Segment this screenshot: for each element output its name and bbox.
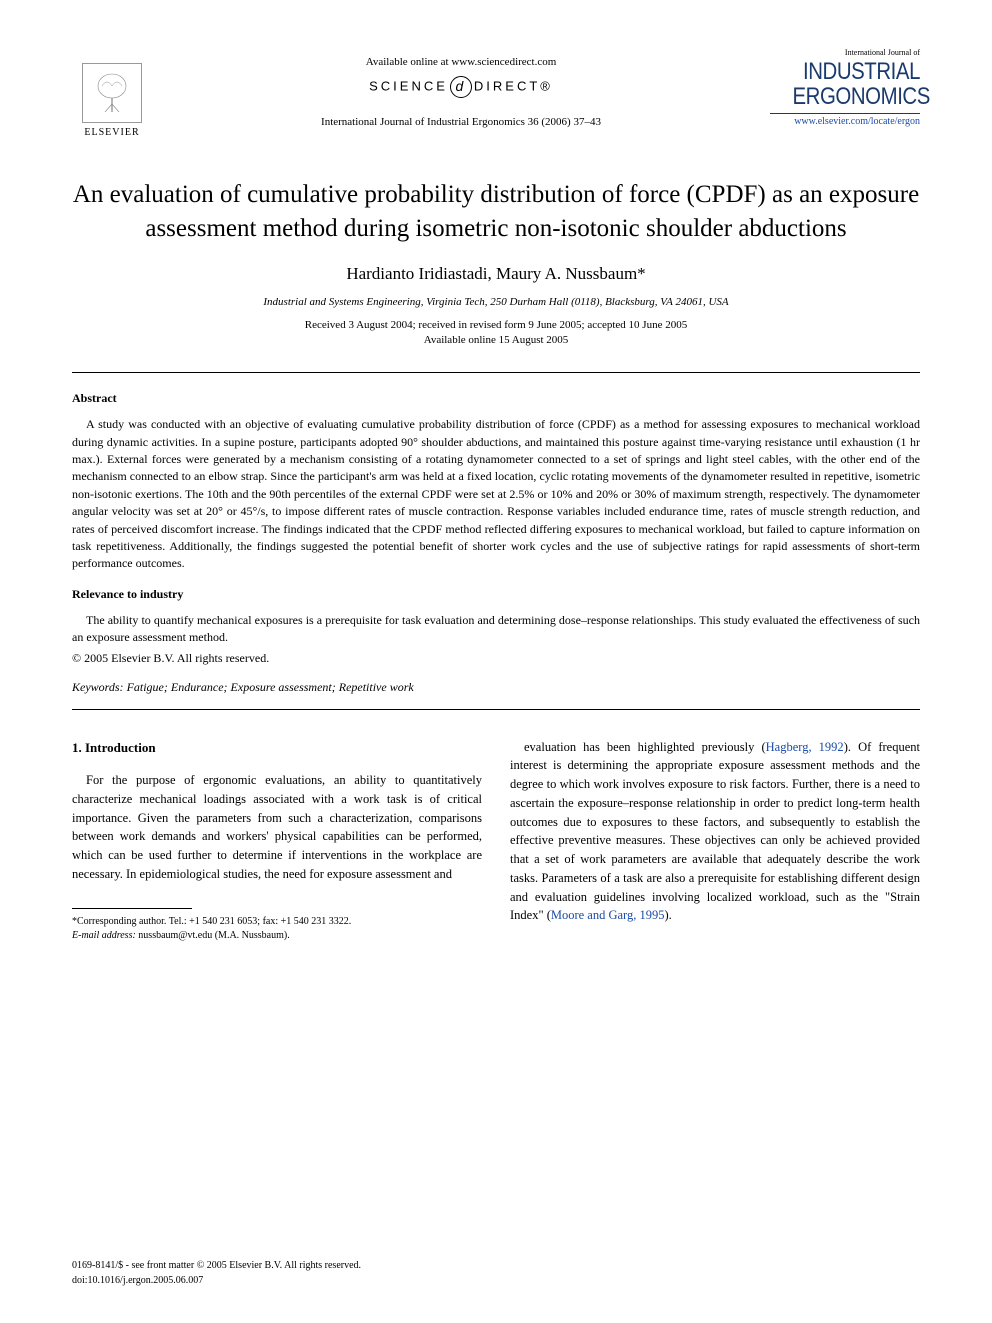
keywords-text: Fatigue; Endurance; Exposure assessment;…	[124, 680, 414, 694]
col2-mid: ). Of frequent interest is determining t…	[510, 740, 920, 923]
title-block: An evaluation of cumulative probability …	[72, 178, 920, 348]
abstract-text: A study was conducted with an objective …	[72, 416, 920, 573]
abstract-section: Abstract A study was conducted with an o…	[72, 391, 920, 694]
footnote-rule	[72, 908, 192, 909]
article-dates: Received 3 August 2004; received in revi…	[72, 318, 920, 349]
col2-pre: evaluation has been highlighted previous…	[524, 740, 766, 754]
copyright-text: © 2005 Elsevier B.V. All rights reserved…	[72, 651, 920, 666]
body-columns: 1. Introduction For the purpose of ergon…	[72, 738, 920, 943]
sd-left: SCIENCE	[369, 78, 448, 93]
intro-heading: 1. Introduction	[72, 738, 482, 758]
footnote-email-label: E-mail address:	[72, 930, 136, 941]
elsevier-tree-icon	[82, 63, 142, 123]
journal-logo-line1: INDUSTRIAL	[793, 59, 921, 84]
footnote-line1: *Corresponding author. Tel.: +1 540 231 …	[72, 915, 482, 929]
relevance-heading: Relevance to industry	[72, 587, 920, 602]
footer-line1: 0169-8141/$ - see front matter © 2005 El…	[72, 1259, 920, 1273]
footer-line2: doi:10.1016/j.ergon.2005.06.007	[72, 1274, 920, 1288]
elsevier-logo: ELSEVIER	[72, 48, 152, 138]
keywords-label: Keywords:	[72, 680, 124, 694]
column-left: 1. Introduction For the purpose of ergon…	[72, 738, 482, 943]
divider-bottom	[72, 709, 920, 710]
journal-logo-block: International Journal of INDUSTRIAL ERGO…	[770, 48, 920, 127]
relevance-text: The ability to quantify mechanical expos…	[72, 612, 920, 647]
footnote-email: nussbaum@vt.edu (M.A. Nussbaum).	[136, 930, 290, 941]
science-direct-logo: SCIENCEdDIRECT®	[152, 76, 770, 98]
dates-line2: Available online 15 August 2005	[72, 333, 920, 348]
journal-logo-line2: ERGONOMICS	[793, 84, 921, 109]
page-footer: 0169-8141/$ - see front matter © 2005 El…	[72, 1259, 920, 1287]
intro-col1-p1: For the purpose of ergonomic evaluations…	[72, 771, 482, 884]
journal-logo-pretitle: International Journal of	[770, 48, 920, 57]
abstract-heading: Abstract	[72, 391, 920, 406]
keywords-line: Keywords: Fatigue; Endurance; Exposure a…	[72, 680, 920, 695]
citation-hagberg[interactable]: Hagberg, 1992	[766, 740, 844, 754]
column-right: evaluation has been highlighted previous…	[510, 738, 920, 943]
footnote-line2: E-mail address: nussbaum@vt.edu (M.A. Nu…	[72, 929, 482, 943]
citation-moore-garg[interactable]: Moore and Garg, 1995	[551, 908, 665, 922]
elsevier-label: ELSEVIER	[84, 127, 139, 138]
col2-post: ).	[665, 908, 672, 922]
dates-line1: Received 3 August 2004; received in revi…	[72, 318, 920, 333]
sd-alpha-icon: d	[450, 76, 472, 98]
page-header: ELSEVIER Available online at www.science…	[72, 48, 920, 138]
intro-col2-p1: evaluation has been highlighted previous…	[510, 738, 920, 926]
divider-top	[72, 372, 920, 373]
available-online-text: Available online at www.sciencedirect.co…	[152, 56, 770, 68]
affiliation: Industrial and Systems Engineering, Virg…	[72, 296, 920, 308]
journal-logo-title: INDUSTRIAL ERGONOMICS	[793, 59, 921, 109]
article-title: An evaluation of cumulative probability …	[72, 178, 920, 246]
authors: Hardianto Iridiastadi, Maury A. Nussbaum…	[72, 264, 920, 284]
footnote-block: *Corresponding author. Tel.: +1 540 231 …	[72, 915, 482, 943]
journal-link[interactable]: www.elsevier.com/locate/ergon	[770, 113, 920, 127]
journal-reference: International Journal of Industrial Ergo…	[152, 116, 770, 128]
sd-right: DIRECT®	[474, 78, 553, 93]
center-header: Available online at www.sciencedirect.co…	[152, 48, 770, 128]
